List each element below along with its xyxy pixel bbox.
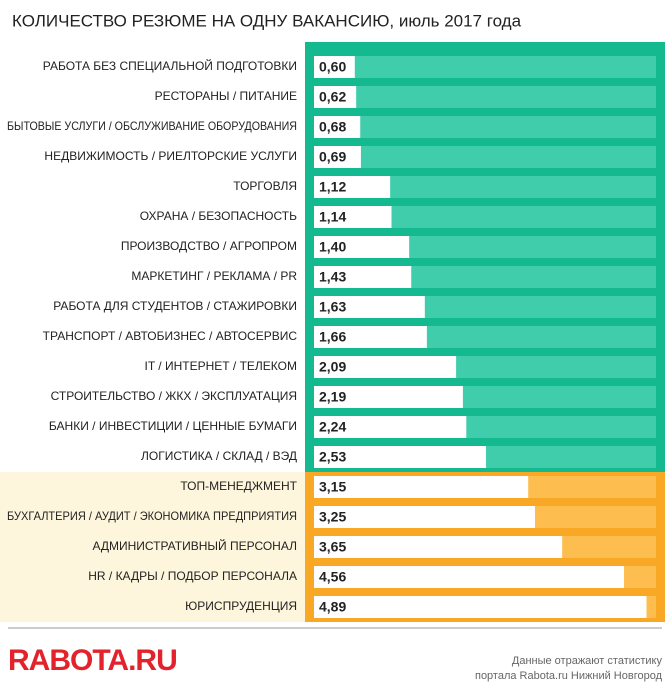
- bar-track: [314, 116, 656, 138]
- y-tick-label: HR / КАДРЫ / ПОДБОР ПЕРСОНАЛА: [88, 569, 297, 583]
- data-label: 3,25: [319, 509, 346, 525]
- chart-title: КОЛИЧЕСТВО РЕЗЮМЕ НА ОДНУ ВАКАНСИЮ, июль…: [12, 11, 522, 30]
- data-label: 2,09: [319, 359, 346, 375]
- y-tick-label: АДМИНИСТРАТИВНЫЙ ПЕРСОНАЛ: [92, 538, 297, 553]
- bar-track: [314, 176, 656, 198]
- bar: [314, 176, 391, 198]
- data-label: 0,68: [319, 119, 346, 135]
- y-tick-label: ПРОИЗВОДСТВО / АГРОПРОМ: [121, 239, 297, 253]
- data-label: 0,60: [319, 59, 346, 75]
- y-tick-label: БЫТОВЫЕ УСЛУГИ / ОБСЛУЖИВАНИЕ ОБОРУДОВАН…: [7, 119, 297, 133]
- bar-track: [314, 86, 656, 108]
- bar: [314, 566, 625, 588]
- bar-track: [314, 56, 656, 78]
- bar: [314, 266, 412, 288]
- data-label: 0,69: [319, 149, 346, 165]
- bar: [314, 326, 427, 348]
- note: портала Rabota.ru Нижний Новгород: [475, 670, 663, 682]
- data-label: 1,43: [319, 269, 346, 285]
- y-tick-label: ТОРГОВЛЯ: [233, 179, 297, 193]
- y-tick-label: РЕСТОРАНЫ / ПИТАНИЕ: [155, 89, 297, 103]
- bar-track: [314, 146, 656, 168]
- data-label: 1,12: [319, 179, 346, 195]
- data-label: 1,63: [319, 299, 346, 315]
- data-label: 4,56: [319, 569, 346, 585]
- bar: [314, 56, 355, 78]
- bar: [314, 116, 361, 138]
- data-label: 1,66: [319, 329, 346, 345]
- y-tick-label: БУХГАЛТЕРИЯ / АУДИТ / ЭКОНОМИКА ПРЕДПРИЯ…: [7, 509, 297, 523]
- data-label: 3,15: [319, 479, 346, 495]
- y-tick-label: СТРОИТЕЛЬСТВО / ЖКХ / ЭКСПЛУАТАЦИЯ: [51, 389, 297, 403]
- y-tick-label: МАРКЕТИНГ / РЕКЛАМА / PR: [131, 269, 297, 283]
- bar: [314, 236, 410, 258]
- y-tick-label: РАБОТА БЕЗ СПЕЦИАЛЬНОЙ ПОДГОТОВКИ: [43, 58, 297, 73]
- bar: [314, 476, 529, 498]
- y-tick-label: ОХРАНА / БЕЗОПАСНОСТЬ: [140, 209, 297, 223]
- y-tick-label: ЮРИСПРУДЕНЦИЯ: [185, 599, 297, 613]
- data-label: 2,24: [319, 419, 346, 435]
- bar: [314, 86, 357, 108]
- y-tick-label: ТОП-МЕНЕДЖМЕНТ: [180, 479, 297, 493]
- data-label: 1,40: [319, 239, 346, 255]
- y-tick-label: ТРАНСПОРТ / АВТОБИЗНЕС / АВТОСЕРВИС: [43, 329, 298, 343]
- bar: [314, 386, 463, 408]
- data-label: 3,65: [319, 539, 346, 555]
- bar: [314, 596, 647, 618]
- bar: [314, 206, 392, 228]
- data-label: 1,14: [319, 209, 346, 225]
- y-tick-label: ЛОГИСТИКА / СКЛАД / ВЭД: [141, 449, 297, 463]
- y-tick-label: IT / ИНТЕРНЕТ / ТЕЛЕКОМ: [145, 359, 297, 373]
- bar: [314, 356, 457, 378]
- bar-track: [314, 206, 656, 228]
- bar: [314, 296, 425, 318]
- y-tick-label: БАНКИ / ИНВЕСТИЦИИ / ЦЕННЫЕ БУМАГИ: [49, 419, 297, 433]
- bar: [314, 536, 563, 558]
- data-label: 0,62: [319, 89, 346, 105]
- y-tick-label: РАБОТА ДЛЯ СТУДЕНТОВ / СТАЖИРОВКИ: [53, 299, 297, 313]
- highlight-band: [0, 472, 306, 622]
- data-label: 2,53: [319, 449, 346, 465]
- bar: [314, 146, 361, 168]
- data-label: 4,89: [319, 599, 346, 615]
- bar: [314, 416, 467, 438]
- data-label: 2,19: [319, 389, 346, 405]
- note: Данные отражают статистику: [512, 655, 663, 667]
- bar: [314, 446, 487, 468]
- bar: [314, 506, 535, 528]
- logo: RABOTA.RU: [8, 644, 177, 677]
- y-tick-label: НЕДВИЖИМОСТЬ / РИЕЛТОРСКИЕ УСЛУГИ: [44, 149, 297, 163]
